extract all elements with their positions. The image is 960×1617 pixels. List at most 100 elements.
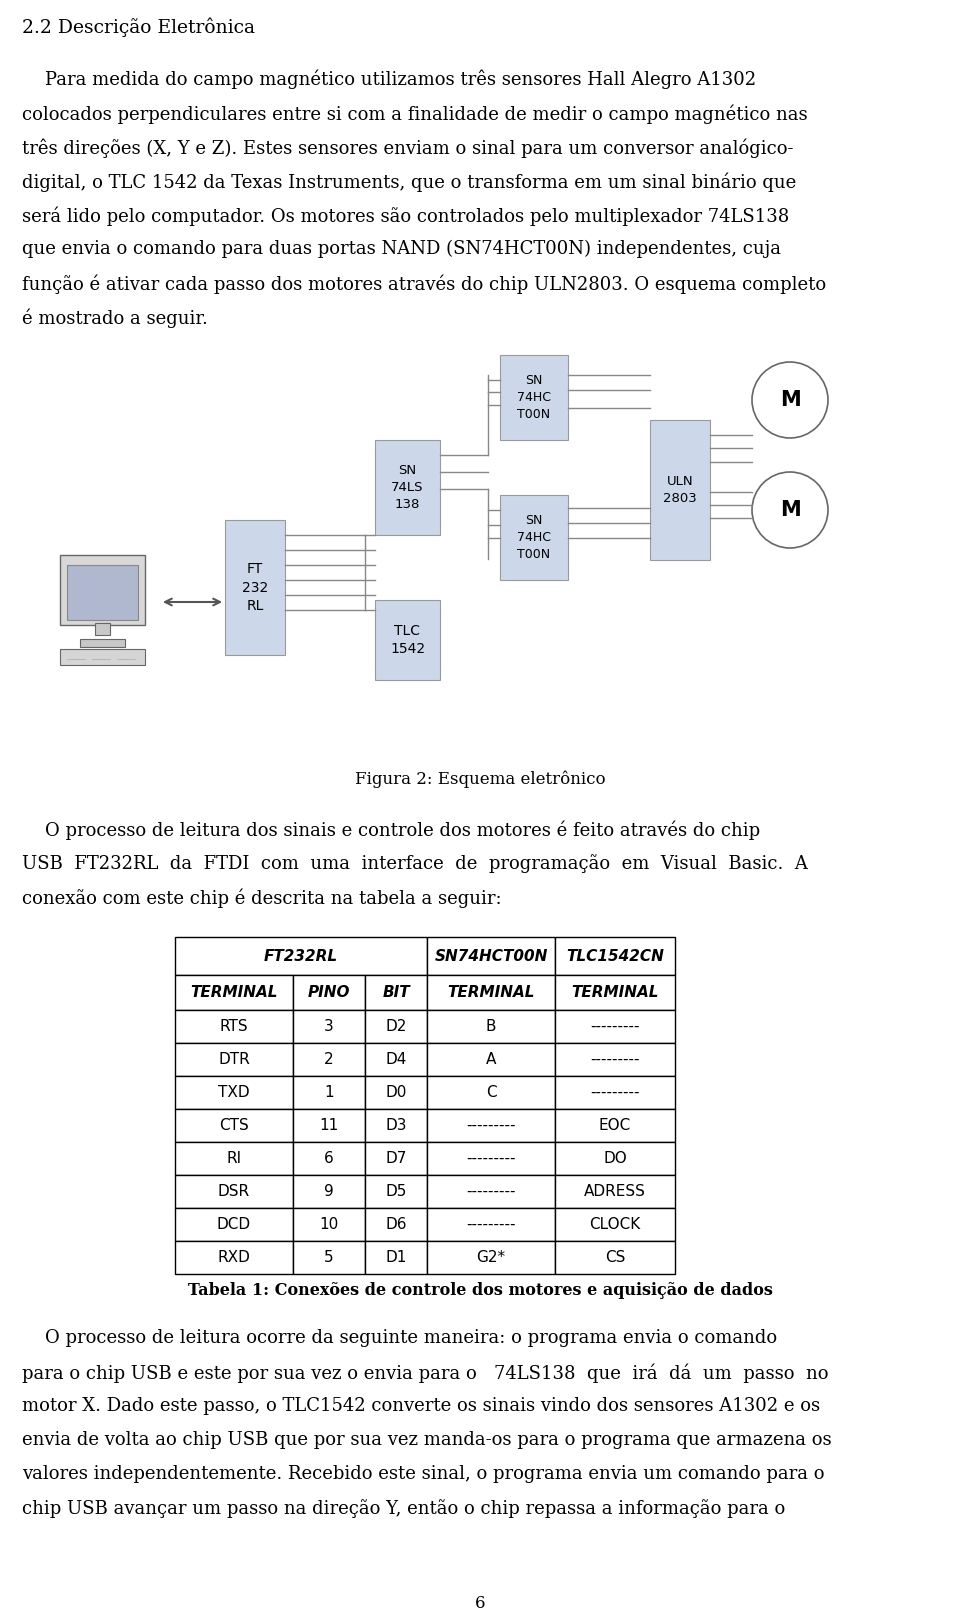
- Text: CS: CS: [605, 1250, 625, 1264]
- Text: M: M: [780, 500, 801, 521]
- Text: TERMINAL: TERMINAL: [571, 985, 659, 999]
- Bar: [175, 1240, 293, 1274]
- Text: três direções (X, Y e Z). Estes sensores enviam o sinal para um conversor analóg: três direções (X, Y e Z). Estes sensores…: [22, 137, 794, 157]
- Bar: [225, 521, 285, 655]
- Text: D2: D2: [385, 1019, 407, 1033]
- Bar: [427, 975, 555, 1011]
- Text: PINO: PINO: [308, 985, 350, 999]
- Bar: [427, 1043, 555, 1075]
- Text: colocados perpendiculares entre si com a finalidade de medir o campo magnético n: colocados perpendiculares entre si com a…: [22, 103, 807, 123]
- Bar: [427, 1176, 555, 1208]
- Bar: [427, 1208, 555, 1240]
- Bar: [555, 1240, 675, 1274]
- Text: envia de volta ao chip USB que por sua vez manda-os para o programa que armazena: envia de volta ao chip USB que por sua v…: [22, 1431, 831, 1449]
- Text: TXD: TXD: [218, 1085, 250, 1100]
- Bar: [175, 936, 427, 975]
- Text: RXD: RXD: [218, 1250, 251, 1264]
- Text: Figura 2: Esquema eletrônico: Figura 2: Esquema eletrônico: [354, 770, 606, 787]
- Bar: [365, 1208, 427, 1240]
- Bar: [175, 1208, 293, 1240]
- Circle shape: [752, 472, 828, 548]
- Text: FT232RL: FT232RL: [264, 949, 338, 964]
- Bar: [650, 420, 710, 559]
- Text: ULN
2803: ULN 2803: [663, 475, 697, 505]
- Text: 6: 6: [475, 1594, 485, 1612]
- Bar: [175, 1043, 293, 1075]
- Text: ---------: ---------: [467, 1218, 516, 1232]
- Text: DSR: DSR: [218, 1184, 250, 1198]
- Bar: [365, 1075, 427, 1109]
- Text: D3: D3: [385, 1117, 407, 1134]
- Bar: [60, 648, 145, 665]
- Text: D1: D1: [385, 1250, 407, 1264]
- Text: DCD: DCD: [217, 1218, 252, 1232]
- Bar: [375, 440, 440, 535]
- Bar: [500, 495, 568, 581]
- Text: 9: 9: [324, 1184, 334, 1198]
- Text: D4: D4: [385, 1053, 407, 1067]
- Bar: [555, 936, 675, 975]
- Bar: [555, 1109, 675, 1142]
- Text: digital, o TLC 1542 da Texas Instruments, que o transforma em um sinal binário q: digital, o TLC 1542 da Texas Instruments…: [22, 171, 796, 191]
- Bar: [555, 975, 675, 1011]
- Text: D7: D7: [385, 1151, 407, 1166]
- Text: CLOCK: CLOCK: [589, 1218, 640, 1232]
- Text: DTR: DTR: [218, 1053, 250, 1067]
- Text: é mostrado a seguir.: é mostrado a seguir.: [22, 307, 208, 328]
- Text: conexão com este chip é descrita na tabela a seguir:: conexão com este chip é descrita na tabe…: [22, 888, 502, 907]
- Text: será lido pelo computador. Os motores são controlados pelo multiplexador 74LS138: será lido pelo computador. Os motores sã…: [22, 205, 789, 225]
- Text: RTS: RTS: [220, 1019, 249, 1033]
- Text: TLC1542CN: TLC1542CN: [566, 949, 664, 964]
- Text: C: C: [486, 1085, 496, 1100]
- Text: 3: 3: [324, 1019, 334, 1033]
- Bar: [95, 623, 110, 635]
- Bar: [293, 1075, 365, 1109]
- Text: SN74HCT00N: SN74HCT00N: [434, 949, 548, 964]
- Bar: [365, 1176, 427, 1208]
- Bar: [293, 1240, 365, 1274]
- Text: Para medida do campo magnético utilizamos três sensores Hall Alegro A1302: Para medida do campo magnético utilizamo…: [22, 70, 756, 89]
- Bar: [555, 1075, 675, 1109]
- Bar: [365, 1240, 427, 1274]
- Text: 10: 10: [320, 1218, 339, 1232]
- Text: D0: D0: [385, 1085, 407, 1100]
- Text: ADRESS: ADRESS: [584, 1184, 646, 1198]
- Text: D6: D6: [385, 1218, 407, 1232]
- Bar: [500, 356, 568, 440]
- Text: 2.2 Descrição Eletrônica: 2.2 Descrição Eletrônica: [22, 18, 255, 37]
- Bar: [293, 1011, 365, 1043]
- Bar: [175, 1011, 293, 1043]
- Text: SN
74HC
T00N: SN 74HC T00N: [517, 514, 551, 561]
- Bar: [555, 1176, 675, 1208]
- Text: BIT: BIT: [382, 985, 410, 999]
- Text: chip USB avançar um passo na direção Y, então o chip repassa a informação para o: chip USB avançar um passo na direção Y, …: [22, 1499, 785, 1518]
- Bar: [293, 1142, 365, 1176]
- Text: CTS: CTS: [219, 1117, 249, 1134]
- Bar: [293, 975, 365, 1011]
- Text: SN
74HC
T00N: SN 74HC T00N: [517, 374, 551, 420]
- Bar: [60, 555, 145, 626]
- Text: 6: 6: [324, 1151, 334, 1166]
- Text: ---------: ---------: [467, 1117, 516, 1134]
- Text: para o chip USB e este por sua vez o envia para o   74LS138  que  irá  dá  um  p: para o chip USB e este por sua vez o env…: [22, 1363, 828, 1383]
- Bar: [293, 1176, 365, 1208]
- Bar: [427, 1240, 555, 1274]
- Bar: [427, 1109, 555, 1142]
- Bar: [555, 1043, 675, 1075]
- Text: A: A: [486, 1053, 496, 1067]
- Bar: [555, 1011, 675, 1043]
- Bar: [175, 1176, 293, 1208]
- Bar: [293, 1109, 365, 1142]
- Text: TERMINAL: TERMINAL: [190, 985, 277, 999]
- Text: 1: 1: [324, 1085, 334, 1100]
- Bar: [293, 1208, 365, 1240]
- Text: TERMINAL: TERMINAL: [447, 985, 535, 999]
- Text: O processo de leitura dos sinais e controle dos motores é feito através do chip: O processo de leitura dos sinais e contr…: [22, 820, 760, 839]
- Bar: [375, 600, 440, 681]
- Text: que envia o comando para duas portas NAND (SN74HCT00N) independentes, cuja: que envia o comando para duas portas NAN…: [22, 239, 781, 259]
- Bar: [80, 639, 125, 647]
- Text: valores independentemente. Recebido este sinal, o programa envia um comando para: valores independentemente. Recebido este…: [22, 1465, 825, 1483]
- Bar: [365, 1109, 427, 1142]
- Bar: [427, 1075, 555, 1109]
- Text: M: M: [780, 390, 801, 411]
